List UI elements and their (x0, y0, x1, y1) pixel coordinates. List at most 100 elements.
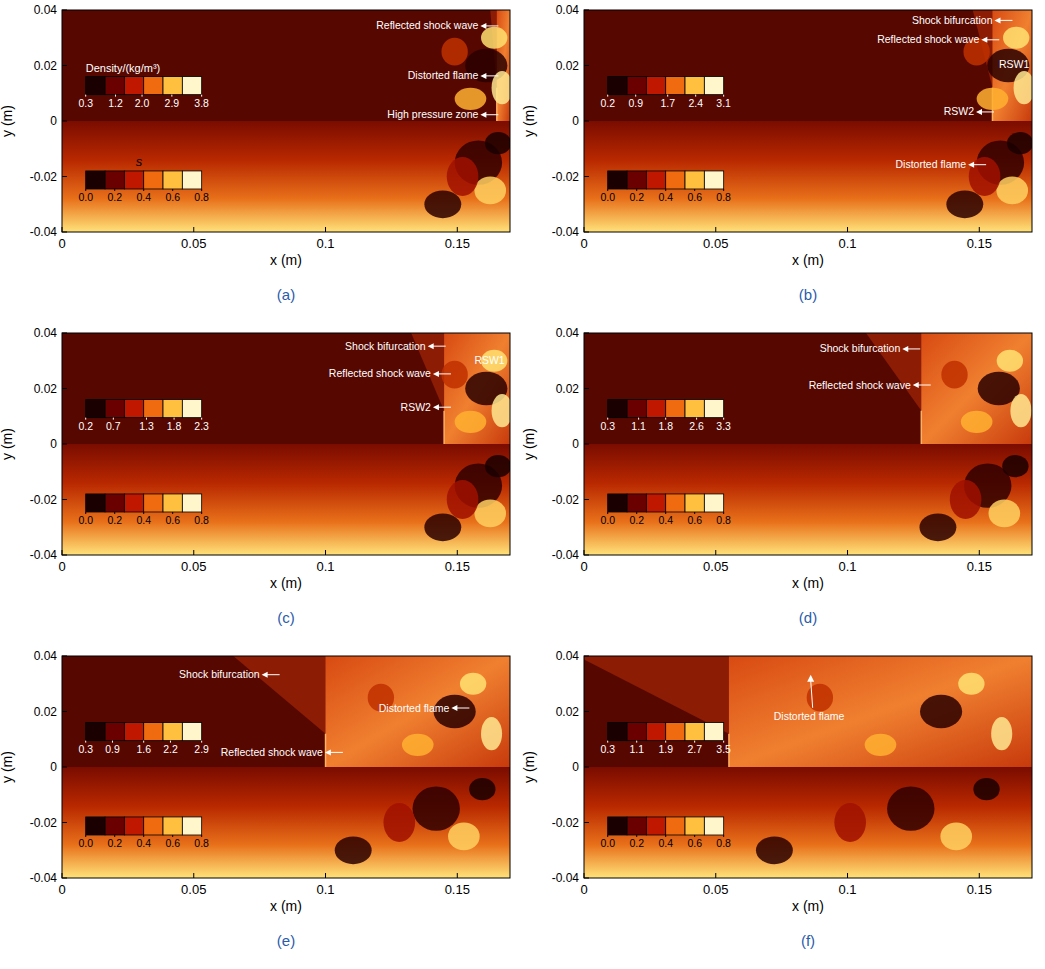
y-axis-title: y (m) (521, 428, 537, 460)
colorbar-band (182, 817, 201, 835)
x-tick (979, 873, 980, 878)
colorbar-tick-label: 0.3 (600, 420, 615, 432)
colorbar-tick-label: 0.8 (194, 514, 209, 526)
colorbar-band (666, 77, 685, 95)
density-field (584, 10, 1032, 121)
plot-area (584, 333, 1032, 555)
colorbar-band (163, 817, 182, 835)
annotation-arrow (433, 346, 446, 347)
x-tick-label: 0.05 (181, 236, 206, 251)
annotation: Shock bifurcation (179, 668, 260, 680)
annotation: RSW1 (999, 58, 1029, 70)
y-tick (62, 767, 67, 768)
y-tick-label: -0.02 (30, 493, 58, 507)
annotation: Reflected shock wave (877, 33, 979, 45)
flame-structure (756, 836, 793, 864)
colorbar-band (685, 77, 704, 95)
colorbar-tick-label: 0.4 (136, 514, 151, 526)
y-tick-label: 0 (572, 437, 579, 451)
flame-structure (492, 394, 510, 427)
flame-structure (989, 500, 1021, 528)
colorbar-tick-label: 0.4 (136, 837, 151, 849)
x-tick-label: 0.1 (838, 882, 856, 897)
colorbar-band (685, 171, 704, 189)
colorbar-tick-label: 0.6 (687, 514, 702, 526)
y-tick-label: -0.04 (30, 548, 58, 562)
x-tick-label: 0 (580, 236, 587, 251)
colorbar: 0.00.20.40.60.8s (78, 154, 209, 203)
colorbar-tick-label: 3.3 (716, 420, 731, 432)
y-tick (584, 176, 589, 177)
flame-structure (474, 500, 506, 528)
colorbar-tick-label: 0.0 (78, 837, 93, 849)
colorbar-tick-label: 0.8 (194, 837, 209, 849)
y-tick (62, 176, 67, 177)
flame-structure (424, 190, 461, 218)
colorbar-band (666, 817, 685, 835)
x-tick-label: 0.1 (838, 559, 856, 574)
colorbar: 0.31.11.82.63.3 (600, 400, 731, 432)
y-tick-label: 0.02 (34, 382, 58, 396)
reflected-shock (325, 734, 327, 767)
colorbar-tick-label: 1.3 (139, 420, 154, 432)
plot-frame (584, 10, 1032, 232)
plot-frame (62, 656, 510, 878)
annotation-arrowhead (480, 23, 486, 29)
annotation-arrowhead (325, 749, 331, 755)
flame-structure (950, 480, 982, 519)
colorbar-tick-label: 2.9 (194, 743, 209, 755)
colorbar-band (86, 494, 105, 512)
colorbar-band (163, 494, 182, 512)
colorbar-band (666, 494, 685, 512)
annotation: RSW2 (944, 105, 974, 117)
flame-structure (455, 411, 487, 433)
colorbar-band (685, 723, 704, 741)
x-tick-label: 0.05 (703, 559, 728, 574)
panel: 00.050.10.15-0.04-0.0200.020.04x (m)y (m… (521, 326, 1032, 626)
colorbar-band (86, 400, 105, 418)
y-tick-label: 0 (50, 437, 57, 451)
x-tick-label: 0 (580, 559, 587, 574)
colorbar-band (105, 77, 124, 95)
panel: 00.050.10.15-0.04-0.0200.020.04x (m)y (m… (0, 3, 513, 303)
flame-structure (969, 157, 1001, 196)
y-tick (62, 65, 67, 66)
flame-structure (481, 717, 502, 750)
x-tick (584, 550, 585, 555)
colorbar-band (704, 494, 723, 512)
annotation-arrowhead (480, 112, 486, 118)
colorbar-band (685, 494, 704, 512)
colorbar-tick-label: 3.8 (194, 97, 209, 109)
colorbar-band (124, 400, 143, 418)
y-axis-title: y (m) (521, 751, 537, 783)
y-tick (62, 121, 67, 122)
y-tick (584, 10, 589, 11)
plot-area (62, 333, 510, 555)
colorbar-band (666, 171, 685, 189)
colorbar-band (608, 77, 627, 95)
colorbar-band (704, 77, 723, 95)
annotation-arrowhead (968, 162, 974, 168)
annotation-arrowhead (451, 705, 457, 711)
colorbar-band (182, 494, 201, 512)
panel-label: (d) (799, 609, 817, 626)
flame-structure (412, 786, 459, 830)
colorbar-tick-label: 0.9 (105, 743, 120, 755)
flame-structure (977, 88, 1009, 110)
colorbar-tick-label: 2.2 (163, 743, 178, 755)
colorbar-tick-label: 0.0 (78, 191, 93, 203)
colorbar-tick-label: 2.4 (688, 97, 703, 109)
colorbar-band (646, 723, 665, 741)
y-tick (584, 121, 589, 122)
x-tick-label: 0.1 (316, 236, 334, 251)
colorbar-tick-label: 0.0 (600, 514, 615, 526)
y-tick (584, 555, 589, 556)
x-tick (193, 550, 194, 555)
x-tick (979, 227, 980, 232)
x-tick (62, 550, 63, 555)
annotation-arrowhead (913, 382, 919, 388)
density-field (62, 333, 510, 444)
flame-structure (1014, 71, 1032, 104)
y-axis-title: y (m) (0, 428, 15, 460)
colorbar-band (646, 77, 665, 95)
